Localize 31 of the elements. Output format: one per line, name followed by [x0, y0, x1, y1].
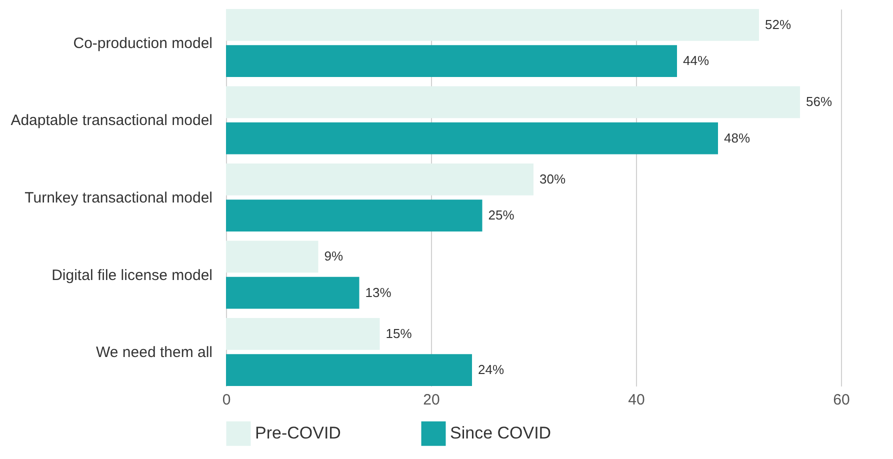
data-label: 52% [765, 16, 792, 32]
bar [226, 276, 360, 309]
data-label: 15% [386, 326, 412, 341]
y-tick-label: Co-production model [73, 34, 212, 52]
data-label: 24% [478, 362, 504, 378]
bar [226, 164, 534, 196]
y-tick-label: Adaptable transactional model [10, 112, 212, 130]
x-tick-label: 60 [833, 392, 850, 408]
x-tick-label: 20 [423, 392, 440, 408]
bar [226, 354, 472, 386]
x-tick-label: 40 [628, 392, 645, 408]
data-label: 56% [806, 94, 832, 110]
data-label: 13% [365, 284, 392, 300]
bar [226, 240, 318, 273]
data-label: 25% [488, 208, 515, 223]
data-label: 48% [724, 130, 750, 146]
bar [226, 122, 718, 154]
bar [226, 318, 380, 350]
y-tick-label: We need them all [96, 344, 212, 362]
bar [226, 9, 759, 41]
bar [226, 200, 482, 232]
y-tick-label: Turnkey transactional model [24, 190, 212, 206]
data-label: 9% [324, 248, 344, 264]
bar [226, 86, 800, 118]
y-tick-label: Digital file license model [52, 266, 212, 284]
bar [226, 45, 677, 77]
x-tick-label: 0 [222, 392, 231, 408]
legend-label: Pre-COVID [255, 424, 341, 443]
data-label: 30% [540, 171, 566, 186]
legend-label: Since COVID [450, 424, 552, 443]
data-label: 44% [683, 53, 710, 68]
